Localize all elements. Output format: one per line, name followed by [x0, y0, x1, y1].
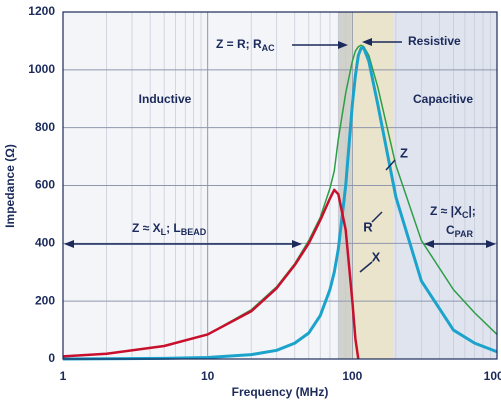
y-tick-label: 800: [35, 120, 55, 134]
arrow-head: [362, 38, 372, 46]
annotation: Resistive: [408, 34, 461, 48]
y-tick-label: 400: [35, 236, 55, 250]
arrow-head: [292, 240, 302, 248]
annotation-text: Z = R; R: [216, 37, 262, 51]
x-tick-label: 1000: [484, 369, 501, 383]
y-axis-label: Impedance (Ω): [3, 144, 17, 228]
annotation-text: |;: [468, 204, 475, 218]
y-tick-label: 1000: [28, 62, 55, 76]
pointer: [385, 159, 396, 171]
pointer: [359, 261, 373, 273]
series-line: [62, 188, 360, 360]
annotation: Z ≈ XL; LBEAD: [132, 221, 207, 237]
annotation: CPAR: [446, 223, 474, 239]
annotation-text: Capacitive: [413, 92, 473, 106]
arrow-head: [338, 41, 348, 49]
annotation-text: Resistive: [408, 34, 461, 48]
annotation-subscript: BEAD: [181, 227, 207, 237]
plot-frame: [62, 11, 498, 360]
x-axis-label: Frequency (MHz): [232, 385, 329, 399]
annotation: Z = R; RAC: [216, 37, 275, 53]
x-tick-label: 10: [201, 369, 215, 383]
curves: [62, 44, 498, 361]
x-tick-label: 100: [342, 369, 362, 383]
series-label: Z: [400, 145, 408, 160]
annotation-text: Z ≈ X: [132, 221, 161, 235]
annotation-subscript: L: [161, 227, 167, 237]
annotation-subscript: PAR: [455, 229, 474, 239]
series-label: R: [363, 219, 373, 234]
y-tick-label: 600: [35, 178, 55, 192]
arrow-head: [424, 240, 434, 248]
annotation: Inductive: [139, 92, 192, 106]
series-line: [62, 46, 498, 361]
pointer: [371, 211, 383, 223]
x-tick-label: 1: [60, 369, 67, 383]
annotation-text: ; L: [166, 221, 181, 235]
arrows: [64, 38, 496, 273]
y-tick-label: 0: [48, 351, 55, 365]
arrow-head: [64, 240, 74, 248]
annotation-subscript: C: [462, 210, 469, 220]
annotation: Z ≈ |XC|;: [430, 204, 476, 220]
annotation-text: C: [446, 223, 455, 237]
annotation: Capacitive: [413, 92, 473, 106]
series-label: X: [372, 249, 381, 264]
annotation-text: Inductive: [139, 92, 192, 106]
y-tick-label: 200: [35, 293, 55, 307]
annotation-text: Z ≈ |X: [430, 204, 462, 218]
y-tick-label: 1200: [28, 4, 55, 18]
annotation-subscript: AC: [262, 43, 275, 53]
arrow-head: [486, 240, 496, 248]
